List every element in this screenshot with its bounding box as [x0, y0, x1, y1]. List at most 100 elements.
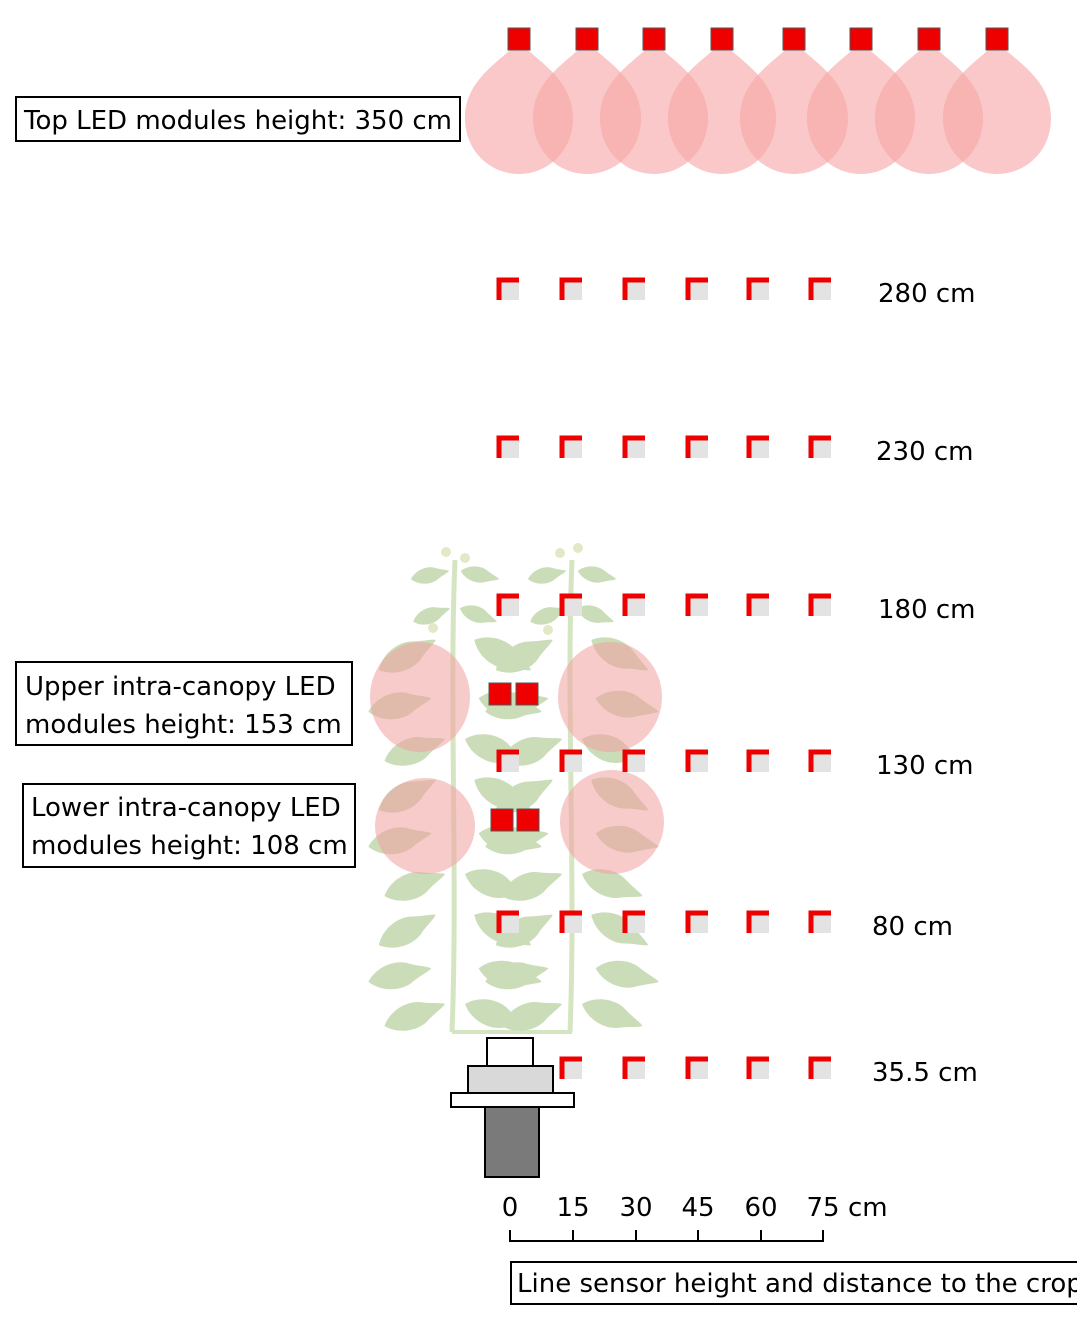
plant-leaf [459, 563, 501, 587]
distance-axis-tick-label: 75 [806, 1193, 839, 1223]
sensor-marker-icon [685, 1056, 708, 1079]
sensor-marker-icon [746, 1056, 769, 1079]
plant-flower [460, 553, 470, 563]
sensor-row-height-label: 80 cm [872, 912, 953, 942]
upper-canopy-label-line2: modules height: 153 cm [25, 710, 342, 740]
sensor-marker-icon [496, 277, 519, 300]
sensor-marker-icon [808, 277, 831, 300]
lower-canopy-label: Lower intra-canopy LED modules height: 1… [22, 783, 356, 868]
sensor-marker-icon [685, 749, 708, 772]
sensor-marker-icon [685, 593, 708, 616]
sensor-marker-icon [622, 435, 645, 458]
top-led-module-icon [849, 27, 873, 51]
canopy-led-module-icon [490, 808, 514, 832]
intra-canopy-led-modules [488, 682, 540, 832]
line-sensor-label-text: Line sensor height and distance to the c… [517, 1269, 1077, 1299]
top-led-module-icon [642, 27, 666, 51]
sensor-marker-icon [496, 749, 519, 772]
sensor-marker-icon [496, 435, 519, 458]
pot-on-stand-icon [450, 1037, 575, 1178]
sensor-marker-icon [808, 910, 831, 933]
canopy-led-module-icon [488, 682, 512, 706]
plant-leaf [592, 955, 662, 995]
canopy-light-cone [370, 642, 470, 752]
top-led-modules [507, 27, 1009, 51]
sensor-marker-icon [746, 277, 769, 300]
sensor-marker-icon [559, 435, 582, 458]
plant-flower [555, 548, 565, 558]
sensor-marker-icon [622, 277, 645, 300]
plant-flower [573, 543, 583, 553]
plant-leaf [457, 600, 500, 630]
upper-canopy-label-line1: Upper intra-canopy LED [25, 672, 336, 702]
sensor-marker-icon [808, 593, 831, 616]
sensor-marker-icon [559, 277, 582, 300]
lower-canopy-label-line2: modules height: 108 cm [31, 831, 348, 861]
sensor-marker-icon [622, 910, 645, 933]
plant-leaf [365, 955, 435, 995]
plant-flower [543, 625, 553, 635]
sensor-marker-icon [622, 1056, 645, 1079]
distance-axis-tick-label: 0 [502, 1193, 519, 1223]
line-sensor-label: Line sensor height and distance to the c… [510, 1261, 1077, 1305]
sensor-marker-icon [685, 277, 708, 300]
plant-flower [428, 623, 438, 633]
pot-base [484, 1106, 540, 1178]
canopy-light-cone [375, 778, 475, 874]
sensor-row-height-label: 230 cm [876, 437, 974, 467]
sensor-row-height-label: 35.5 cm [872, 1058, 978, 1088]
top-led-light-cone [943, 42, 1051, 174]
distance-axis-tick-label: 45 [681, 1193, 714, 1223]
top-led-module-icon [917, 27, 941, 51]
plant-leaf [577, 991, 647, 1039]
top-led-label-text: Top LED modules height: 350 cm [23, 106, 452, 136]
plant-leaf [526, 563, 568, 587]
sensor-marker-icon [559, 593, 582, 616]
distance-axis-unit: cm [848, 1193, 888, 1223]
plant-leaf [576, 563, 618, 587]
sensor-marker-icon [808, 435, 831, 458]
sensor-marker-icon [808, 749, 831, 772]
sensor-marker-icon [746, 749, 769, 772]
distance-axis-tick-label: 60 [744, 1193, 777, 1223]
intra-canopy-light-cones [370, 642, 664, 874]
sensor-marker-icon [685, 910, 708, 933]
canopy-light-cone [558, 642, 662, 752]
pot-top [486, 1037, 534, 1067]
sensor-marker-icon [622, 593, 645, 616]
lower-canopy-label-line1: Lower intra-canopy LED [31, 793, 341, 823]
pot-body [467, 1065, 554, 1094]
sensor-marker-icon [746, 435, 769, 458]
plant-flower [441, 547, 451, 557]
canopy-led-module-icon [515, 682, 539, 706]
canopy-led-module-icon [516, 808, 540, 832]
sensor-row-height-label: 280 cm [878, 279, 976, 309]
sensor-marker-icon [685, 435, 708, 458]
pot-stand [450, 1092, 575, 1108]
plant-leaf [409, 563, 451, 587]
top-led-module-icon [985, 27, 1009, 51]
sensor-marker-icon [496, 593, 519, 616]
line-sensor-rows: 280 cm 230 cm 180 cm 130 cm 80 cm 35.5 cm [496, 277, 978, 1088]
sensor-marker-icon [746, 593, 769, 616]
distance-axis: cm 0 15 30 45 60 75 [502, 1193, 888, 1242]
top-led-module-icon [575, 27, 599, 51]
sensor-marker-icon [559, 749, 582, 772]
top-led-label: Top LED modules height: 350 cm [15, 96, 461, 142]
upper-canopy-label: Upper intra-canopy LED modules height: 1… [15, 661, 353, 746]
sensor-row-height-label: 130 cm [876, 751, 974, 781]
top-led-module-icon [507, 27, 531, 51]
sensor-marker-icon [559, 1056, 582, 1079]
top-led-module-icon [710, 27, 734, 51]
plant-leaf [372, 903, 442, 957]
sensor-marker-icon [808, 1056, 831, 1079]
top-led-module-icon [782, 27, 806, 51]
sensor-marker-icon [622, 749, 645, 772]
sensor-marker-icon [559, 910, 582, 933]
distance-axis-tick-label: 30 [619, 1193, 652, 1223]
top-led-light-cones [465, 42, 1051, 174]
plant-leaf [482, 955, 552, 995]
distance-axis-tick-label: 15 [556, 1193, 589, 1223]
plant-leaf [380, 991, 450, 1039]
